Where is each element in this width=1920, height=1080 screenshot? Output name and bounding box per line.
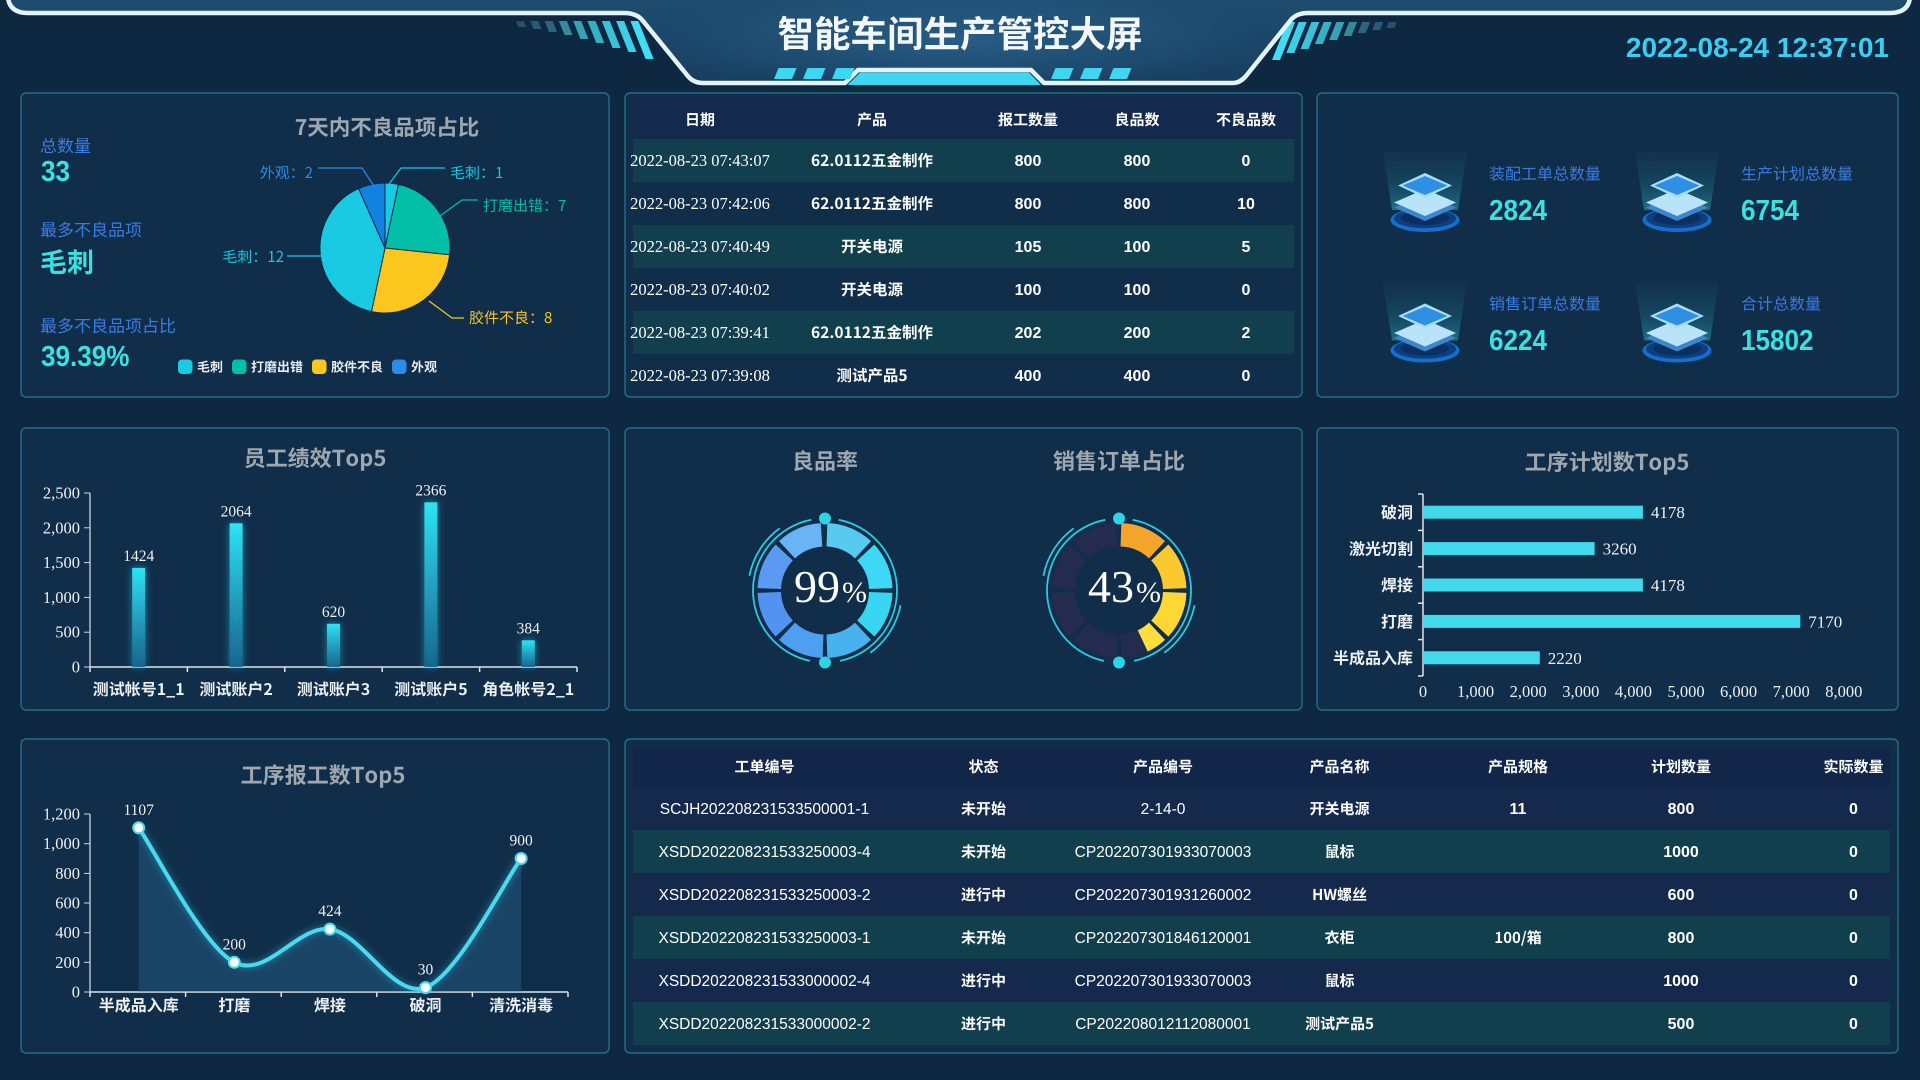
svg-text:0: 0: [1849, 887, 1858, 904]
svg-text:202: 202: [1015, 325, 1042, 342]
svg-text:200: 200: [1124, 325, 1151, 342]
svg-text:200: 200: [223, 936, 247, 953]
svg-text:CP202207301933070003: CP202207301933070003: [1075, 844, 1252, 861]
svg-text:2,000: 2,000: [43, 518, 80, 537]
svg-text:600: 600: [1668, 887, 1695, 904]
svg-text:800: 800: [55, 864, 80, 883]
svg-text:0: 0: [1242, 153, 1251, 170]
svg-text:4178: 4178: [1651, 503, 1685, 522]
svg-text:384: 384: [517, 620, 541, 637]
svg-text:3,000: 3,000: [1562, 682, 1599, 701]
svg-text:99: 99: [794, 561, 840, 612]
svg-text:6,000: 6,000: [1720, 682, 1757, 701]
svg-text:0: 0: [72, 658, 80, 677]
svg-text:2022-08-24 12:37:01: 2022-08-24 12:37:01: [1626, 32, 1889, 63]
svg-text:33: 33: [41, 155, 70, 188]
svg-text:CP202208012112080001: CP202208012112080001: [1075, 1016, 1251, 1033]
svg-text:1,000: 1,000: [43, 834, 80, 853]
svg-text:7,000: 7,000: [1773, 682, 1810, 701]
svg-text:0: 0: [72, 983, 80, 1002]
svg-text:SCJH202208231533500001-1: SCJH202208231533500001-1: [660, 801, 869, 818]
svg-text:2824: 2824: [1489, 194, 1548, 227]
svg-text:6224: 6224: [1489, 324, 1548, 357]
svg-text:105: 105: [1015, 239, 1042, 256]
svg-text:620: 620: [322, 604, 346, 621]
svg-text:2022-08-23 07:42:06: 2022-08-23 07:42:06: [630, 194, 770, 213]
svg-text:XSDD202208231533250003-2: XSDD202208231533250003-2: [658, 887, 870, 904]
svg-text:1,000: 1,000: [1457, 682, 1494, 701]
svg-text:1424: 1424: [123, 548, 154, 565]
svg-text:CP202207301931260002: CP202207301931260002: [1075, 887, 1252, 904]
svg-text:200: 200: [55, 953, 80, 972]
svg-text:11: 11: [1510, 801, 1527, 818]
svg-text:6754: 6754: [1741, 194, 1800, 227]
svg-text:2022-08-23 07:43:07: 2022-08-23 07:43:07: [630, 151, 770, 170]
svg-text:1,200: 1,200: [43, 805, 80, 824]
svg-text:0: 0: [1849, 1016, 1858, 1033]
svg-text:2366: 2366: [415, 482, 446, 499]
svg-text:30: 30: [418, 962, 434, 979]
svg-text:3260: 3260: [1603, 540, 1637, 559]
svg-text:XSDD202208231533000002-4: XSDD202208231533000002-4: [658, 973, 870, 990]
svg-text:CP202207301933070003: CP202207301933070003: [1075, 973, 1252, 990]
svg-text:2064: 2064: [221, 503, 252, 520]
svg-text:2022-08-23 07:40:49: 2022-08-23 07:40:49: [630, 237, 770, 256]
svg-text:400: 400: [1015, 368, 1042, 385]
svg-text:15802: 15802: [1741, 324, 1814, 357]
svg-text:2: 2: [1242, 325, 1251, 342]
svg-text:XSDD202208231533000002-2: XSDD202208231533000002-2: [658, 1016, 870, 1033]
svg-text:1000: 1000: [1663, 844, 1699, 861]
svg-text:XSDD202208231533250003-4: XSDD202208231533250003-4: [658, 844, 870, 861]
svg-text:1107: 1107: [123, 802, 154, 819]
svg-text:800: 800: [1124, 153, 1151, 170]
svg-text:0: 0: [1849, 844, 1858, 861]
svg-text:2022-08-23 07:39:08: 2022-08-23 07:39:08: [630, 366, 770, 385]
svg-text:39.39%: 39.39%: [41, 340, 130, 373]
svg-text:2022-08-23 07:40:02: 2022-08-23 07:40:02: [630, 280, 770, 299]
svg-text:5: 5: [1242, 239, 1251, 256]
svg-text:5,000: 5,000: [1667, 682, 1704, 701]
svg-text:0: 0: [1849, 973, 1858, 990]
svg-text:400: 400: [55, 923, 80, 942]
svg-text:800: 800: [1124, 196, 1151, 213]
svg-text:900: 900: [509, 833, 533, 850]
svg-text:2,000: 2,000: [1510, 682, 1547, 701]
svg-text:0: 0: [1242, 368, 1251, 385]
svg-text:1,500: 1,500: [43, 553, 80, 572]
svg-text:1,000: 1,000: [43, 588, 80, 607]
svg-text:100: 100: [1124, 282, 1151, 299]
svg-text:43: 43: [1088, 561, 1134, 612]
svg-text:%: %: [1136, 576, 1161, 609]
svg-text:600: 600: [55, 894, 80, 913]
svg-text:0: 0: [1419, 682, 1427, 701]
svg-text:500: 500: [55, 623, 80, 642]
svg-text:400: 400: [1124, 368, 1151, 385]
svg-text:1000: 1000: [1663, 973, 1699, 990]
svg-text:0: 0: [1242, 282, 1251, 299]
svg-text:7170: 7170: [1808, 612, 1842, 631]
svg-text:800: 800: [1668, 801, 1695, 818]
svg-text:10: 10: [1237, 196, 1255, 213]
svg-text:CP202207301846120001: CP202207301846120001: [1075, 930, 1252, 947]
svg-text:4,000: 4,000: [1615, 682, 1652, 701]
svg-text:800: 800: [1668, 930, 1695, 947]
svg-text:0: 0: [1849, 930, 1858, 947]
svg-text:100: 100: [1015, 282, 1042, 299]
svg-text:8,000: 8,000: [1825, 682, 1862, 701]
svg-text:2220: 2220: [1548, 649, 1582, 668]
svg-text:%: %: [842, 576, 867, 609]
svg-text:100: 100: [1124, 239, 1151, 256]
svg-text:424: 424: [318, 903, 342, 920]
svg-text:2,500: 2,500: [43, 484, 80, 503]
svg-text:800: 800: [1015, 153, 1042, 170]
svg-text:500: 500: [1668, 1016, 1695, 1033]
svg-text:2022-08-23 07:39:41: 2022-08-23 07:39:41: [630, 323, 770, 342]
svg-text:2-14-0: 2-14-0: [1141, 801, 1186, 818]
svg-text:XSDD202208231533250003-1: XSDD202208231533250003-1: [658, 930, 870, 947]
svg-text:800: 800: [1015, 196, 1042, 213]
svg-text:0: 0: [1849, 801, 1858, 818]
svg-text:4178: 4178: [1651, 576, 1685, 595]
